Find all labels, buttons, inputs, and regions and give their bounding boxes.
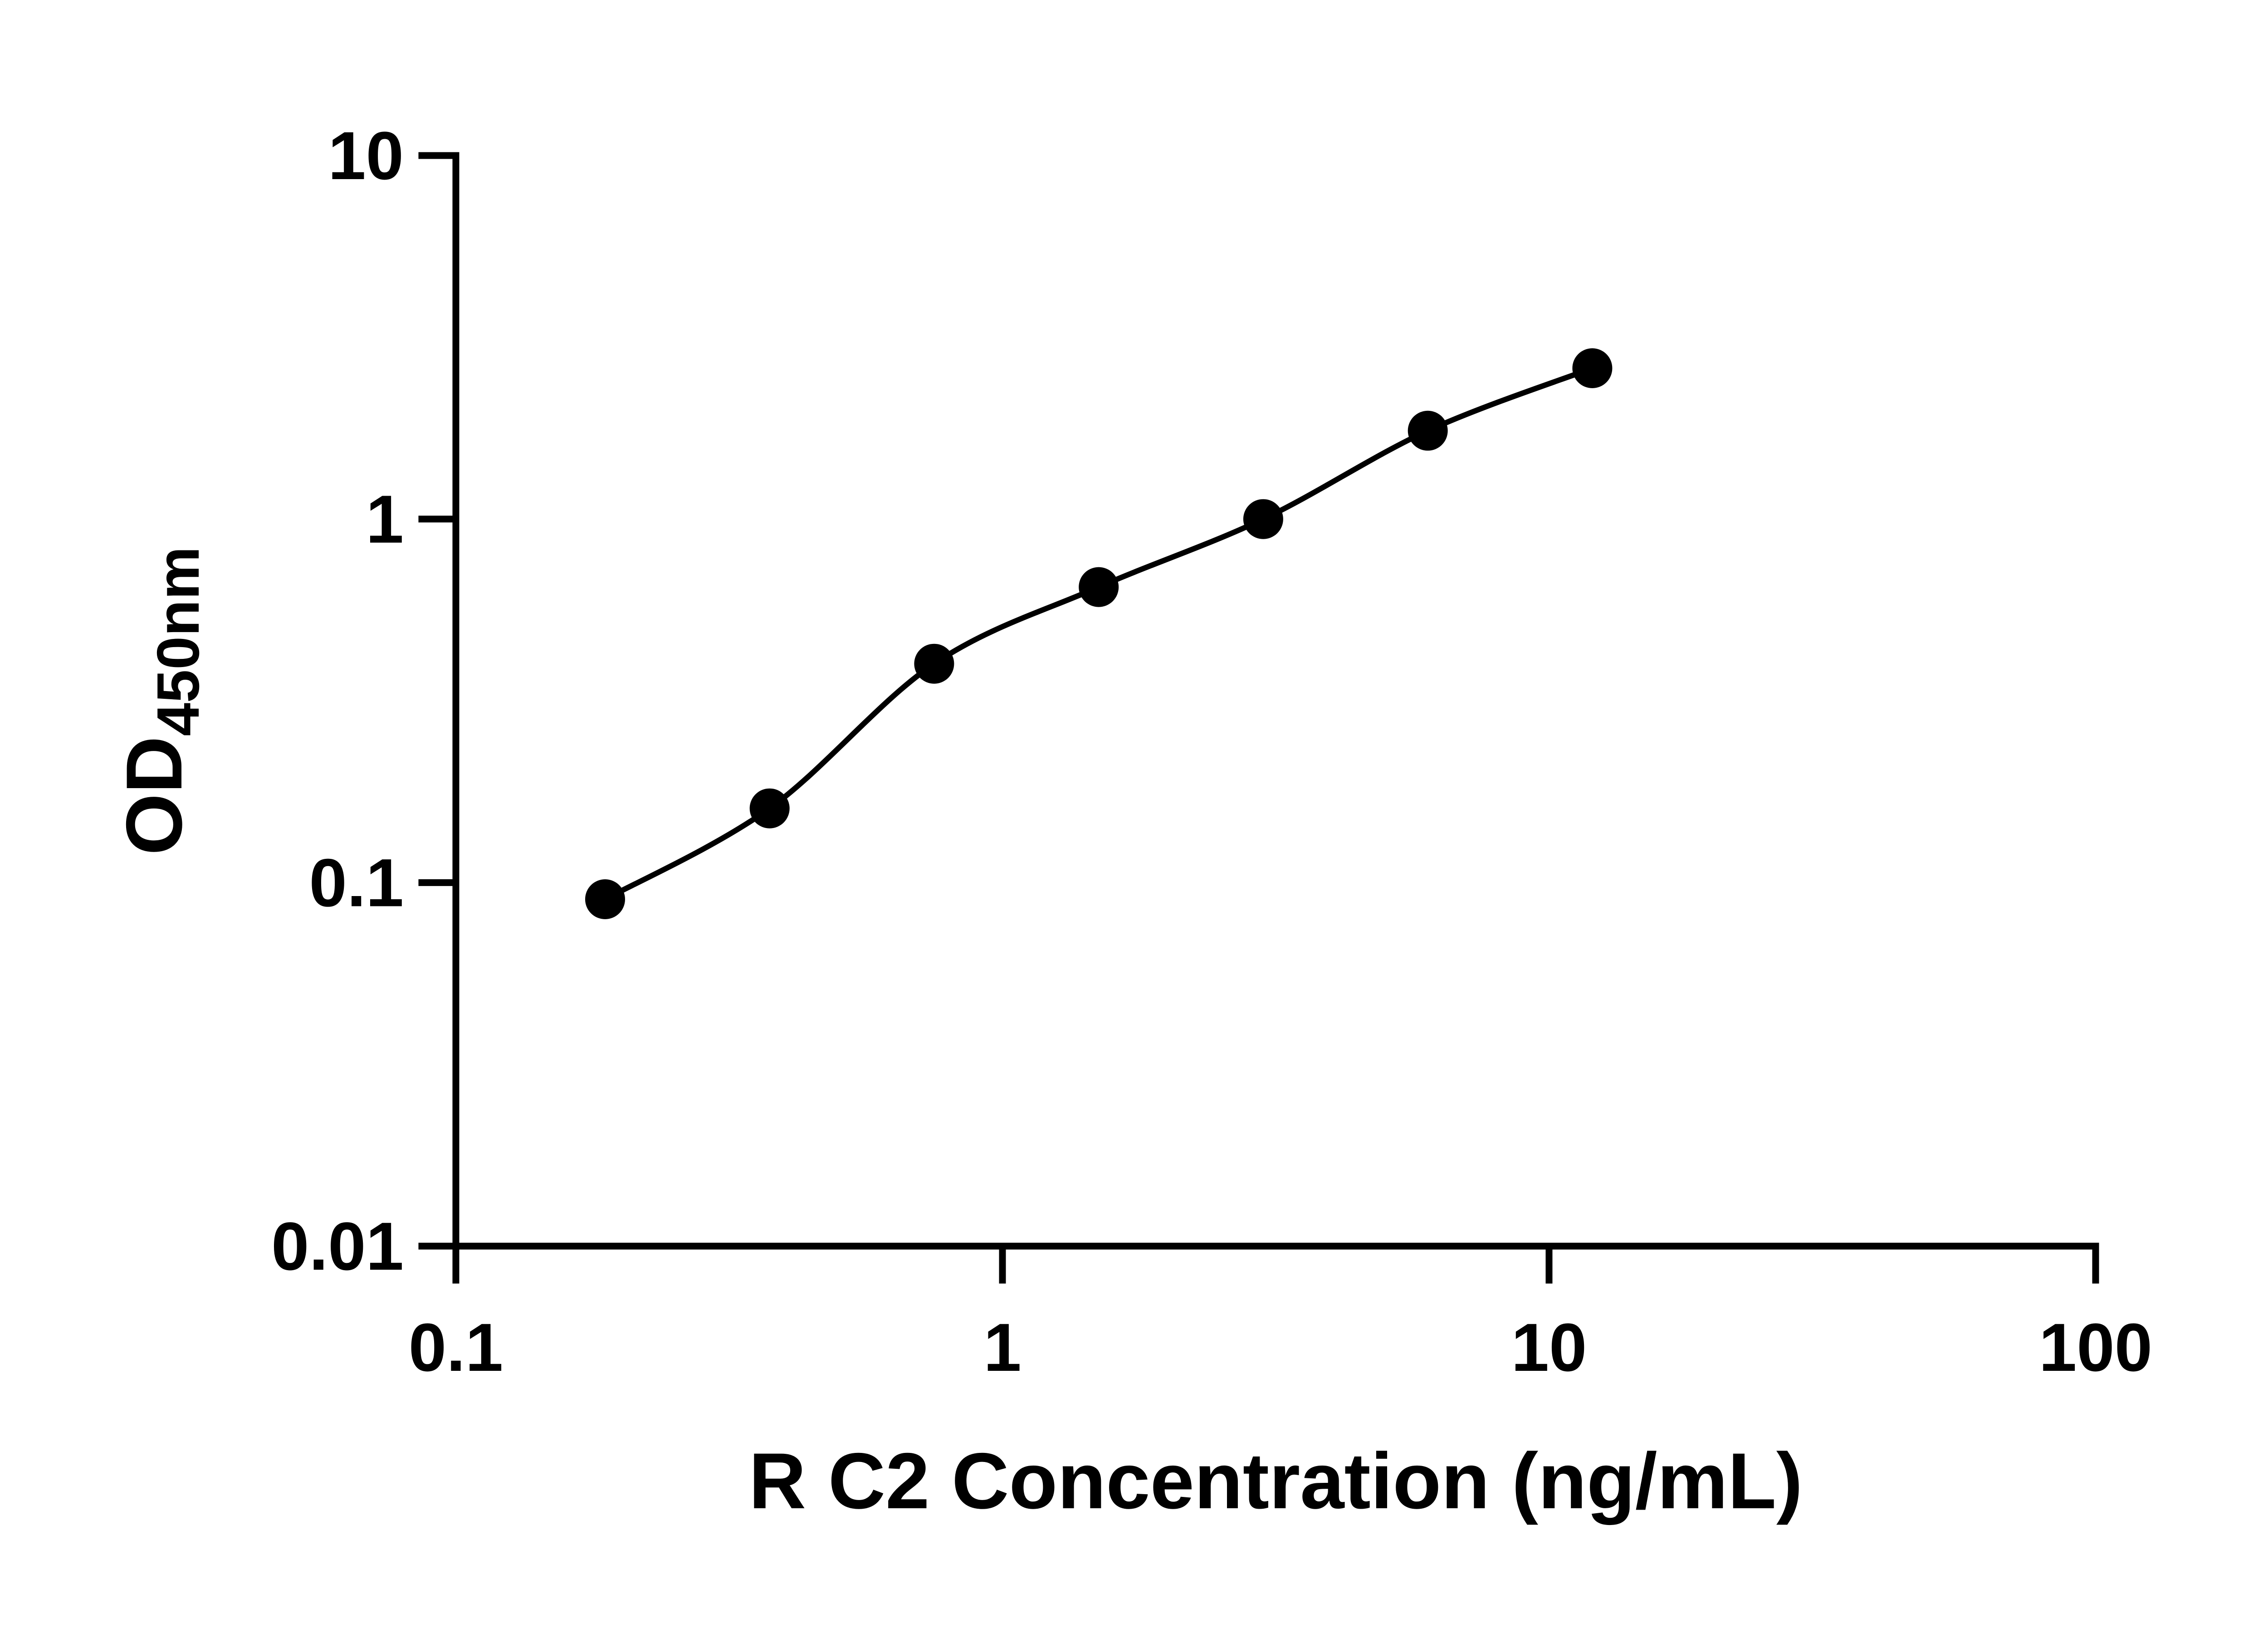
y-axis-title-main: OD bbox=[110, 736, 199, 855]
data-point bbox=[1243, 499, 1283, 539]
elisa-standard-curve-figure: 0.1 1 10 100 0.01 0.1 1 10 R C2 Concentration (n… bbox=[18, 7, 2268, 1640]
x-axis-title: R C2 Concentration (ng/mL) bbox=[749, 1437, 1803, 1525]
y-tick-label: 1 bbox=[366, 481, 404, 557]
data-point bbox=[914, 643, 954, 684]
y-axis-title-subscript: 450nm bbox=[145, 546, 211, 736]
x-tick-label: 0.1 bbox=[409, 1309, 503, 1385]
y-axis-title: OD450nm bbox=[110, 546, 211, 855]
x-tick-label: 100 bbox=[2039, 1309, 2152, 1385]
data-point bbox=[1572, 348, 1613, 388]
x-tick-label: 10 bbox=[1511, 1309, 1587, 1385]
data-point bbox=[585, 879, 625, 919]
y-tick-label: 10 bbox=[328, 117, 404, 194]
x-tick-label: 1 bbox=[983, 1309, 1021, 1385]
axis-lines bbox=[452, 152, 2099, 1250]
data-point bbox=[749, 788, 790, 828]
y-tick-label: 0.01 bbox=[271, 1208, 404, 1284]
data-point bbox=[1408, 410, 1448, 451]
data-point bbox=[1079, 567, 1119, 607]
y-tick-label: 0.1 bbox=[309, 844, 404, 921]
